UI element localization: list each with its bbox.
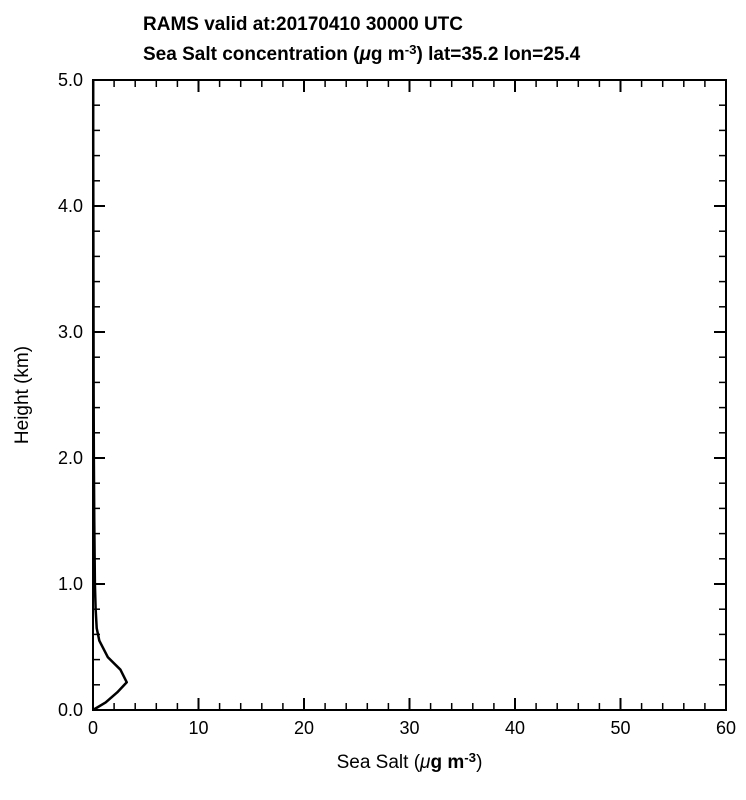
y-tick-label: 0.0 bbox=[58, 700, 83, 720]
profile-chart: 0 10 20 30 40 50 60 0.0 1.0 2.0 3.0 4.0 5.0 RAMS vali… bbox=[0, 0, 746, 800]
x-tick-label: 60 bbox=[716, 718, 736, 738]
y-tick-label: 2.0 bbox=[58, 448, 83, 468]
x-tick-label: 20 bbox=[294, 718, 314, 738]
chart-container: 0 10 20 30 40 50 60 0.0 1.0 2.0 3.0 4.0 5.0 RAMS vali… bbox=[0, 0, 746, 800]
y-tick-label: 1.0 bbox=[58, 574, 83, 594]
chart-title-1: RAMS valid at:20170410 30000 UTC bbox=[143, 14, 463, 35]
y-tick-label: 5.0 bbox=[58, 70, 83, 90]
x-tick-label: 40 bbox=[505, 718, 525, 738]
x-axis-label: Sea Salt (μg m-3) bbox=[337, 750, 483, 773]
y-tick-label: 3.0 bbox=[58, 322, 83, 342]
y-tick-label: 4.0 bbox=[58, 196, 83, 216]
x-tick-label: 10 bbox=[188, 718, 208, 738]
y-axis-label: Height (km) bbox=[12, 346, 33, 444]
chart-title-2: Sea Salt concentration (μg m-3) lat=35.2… bbox=[143, 42, 581, 65]
x-tick-label: 0 bbox=[88, 718, 98, 738]
x-tick-label: 50 bbox=[610, 718, 630, 738]
x-tick-label: 30 bbox=[399, 718, 419, 738]
